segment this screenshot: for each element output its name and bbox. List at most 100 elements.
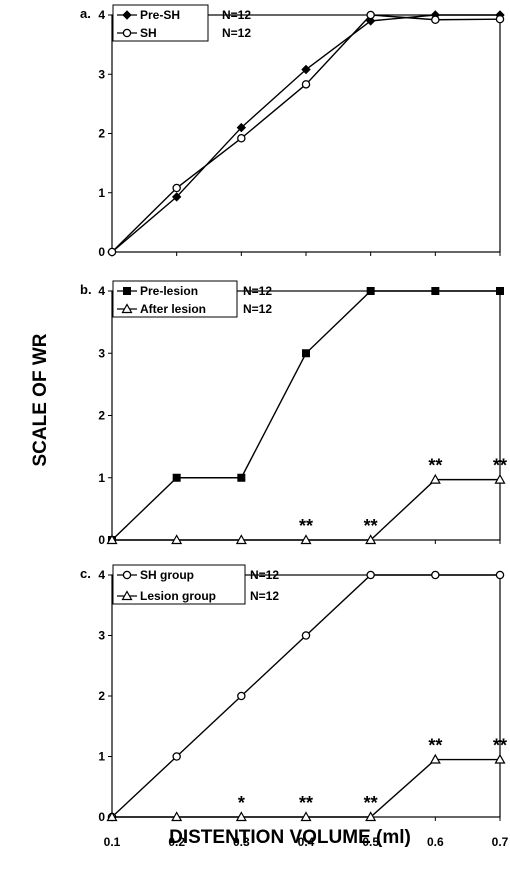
data-point bbox=[172, 473, 181, 482]
series-2 bbox=[106, 753, 506, 822]
y-tick-label: 1 bbox=[98, 750, 105, 764]
panel-label: c. bbox=[80, 566, 91, 581]
series-line bbox=[111, 290, 500, 541]
x-tick-label: 0.3 bbox=[233, 835, 250, 849]
data-point bbox=[300, 811, 312, 822]
series-line bbox=[111, 574, 500, 818]
data-point bbox=[300, 534, 312, 545]
legend-n: N=12 bbox=[250, 589, 279, 603]
data-point bbox=[235, 534, 247, 545]
data-point bbox=[171, 192, 182, 202]
data-point bbox=[431, 287, 440, 295]
plot-frame bbox=[111, 574, 501, 818]
legend-marker bbox=[122, 28, 132, 38]
data-point bbox=[172, 752, 181, 761]
legend-marker bbox=[121, 590, 133, 601]
y-tick-label: 0 bbox=[98, 245, 105, 259]
plot-frame bbox=[111, 14, 501, 253]
series-line bbox=[111, 14, 501, 253]
x-tick-label: 0.4 bbox=[298, 835, 315, 849]
data-point bbox=[365, 534, 377, 545]
y-tick-label: 4 bbox=[98, 8, 105, 22]
y-tick-label: 1 bbox=[98, 471, 105, 485]
x-tick-label: 0.2 bbox=[168, 835, 185, 849]
legend-label: Lesion group bbox=[140, 589, 216, 603]
significance-marker: ** bbox=[493, 456, 507, 476]
data-point bbox=[301, 80, 311, 89]
legend-marker bbox=[121, 303, 133, 314]
legend-n: N=12 bbox=[243, 284, 272, 298]
y-tick-label: 3 bbox=[98, 346, 105, 360]
data-point bbox=[171, 811, 183, 822]
y-tick-label: 4 bbox=[98, 284, 105, 298]
panel-label: b. bbox=[80, 282, 92, 297]
series-line bbox=[111, 14, 500, 253]
plot-frame bbox=[111, 290, 501, 541]
data-point bbox=[494, 473, 506, 484]
data-point bbox=[366, 570, 375, 580]
x-tick-label: 0.5 bbox=[362, 835, 379, 849]
significance-marker: * bbox=[238, 793, 245, 813]
series-2 bbox=[106, 473, 506, 545]
data-point bbox=[237, 133, 246, 143]
legend-box bbox=[112, 280, 238, 318]
panel-2: 0 1 2 3 4 b. Pre-lesion N=12 After lesion N=12 ** *… bbox=[80, 280, 507, 547]
legend-label: SH group bbox=[140, 568, 194, 582]
data-point bbox=[301, 64, 311, 75]
data-point bbox=[366, 287, 375, 295]
legend-n: N=12 bbox=[243, 302, 272, 316]
data-point bbox=[429, 753, 441, 764]
y-tick-label: 3 bbox=[98, 67, 105, 81]
series-2 bbox=[107, 10, 505, 257]
data-point bbox=[171, 534, 183, 545]
legend-label: Pre-lesion bbox=[140, 284, 198, 298]
legend: Pre-SH N=12 SH N=12 bbox=[112, 4, 251, 42]
data-point bbox=[366, 10, 375, 20]
legend-n: N=12 bbox=[222, 8, 251, 22]
data-point bbox=[106, 534, 118, 545]
y-tick-label: 2 bbox=[98, 689, 105, 703]
data-point bbox=[365, 811, 377, 822]
y-tick-label: 1 bbox=[98, 186, 105, 200]
series-1 bbox=[107, 570, 505, 822]
series-1 bbox=[107, 10, 505, 257]
data-point bbox=[494, 753, 506, 764]
significance-marker: ** bbox=[428, 736, 442, 756]
significance-marker: ** bbox=[493, 736, 507, 756]
data-point bbox=[235, 811, 247, 822]
data-point bbox=[237, 691, 246, 701]
legend-label: SH bbox=[140, 26, 157, 40]
significance-marker: ** bbox=[364, 793, 378, 813]
legend-box bbox=[112, 564, 246, 605]
significance-marker: ** bbox=[299, 516, 313, 536]
panel-1: 0 1 2 3 4 a. Pre-SH N=12 SH N=12 bbox=[80, 4, 505, 259]
y-tick-label: 0 bbox=[98, 810, 105, 824]
significance-marker: ** bbox=[299, 793, 313, 813]
legend-marker bbox=[123, 287, 131, 295]
legend-n: N=12 bbox=[222, 26, 251, 40]
data-point bbox=[237, 473, 246, 482]
x-tick-label: 0.7 bbox=[492, 835, 509, 849]
data-point bbox=[365, 16, 376, 26]
x-tick-label: 0.6 bbox=[427, 835, 444, 849]
y-tick-label: 3 bbox=[98, 629, 105, 643]
data-point bbox=[107, 247, 117, 257]
data-point bbox=[496, 287, 504, 295]
panel-label: a. bbox=[80, 6, 91, 21]
data-point bbox=[495, 14, 505, 24]
legend-label: Pre-SH bbox=[140, 8, 180, 22]
data-point bbox=[172, 183, 181, 193]
legend: SH group N=12 Lesion group N=12 bbox=[112, 564, 279, 605]
data-point bbox=[431, 15, 440, 24]
significance-marker: ** bbox=[364, 516, 378, 536]
data-point bbox=[236, 122, 247, 133]
legend-marker bbox=[122, 570, 132, 580]
data-point bbox=[495, 570, 505, 580]
legend-label: After lesion bbox=[140, 302, 206, 316]
data-point bbox=[431, 570, 440, 580]
y-tick-label: 2 bbox=[98, 409, 105, 423]
y-axis-label: SCALE OF WR bbox=[30, 333, 51, 466]
data-point bbox=[106, 811, 118, 822]
significance-marker: ** bbox=[428, 456, 442, 476]
legend: Pre-lesion N=12 After lesion N=12 bbox=[112, 280, 272, 318]
